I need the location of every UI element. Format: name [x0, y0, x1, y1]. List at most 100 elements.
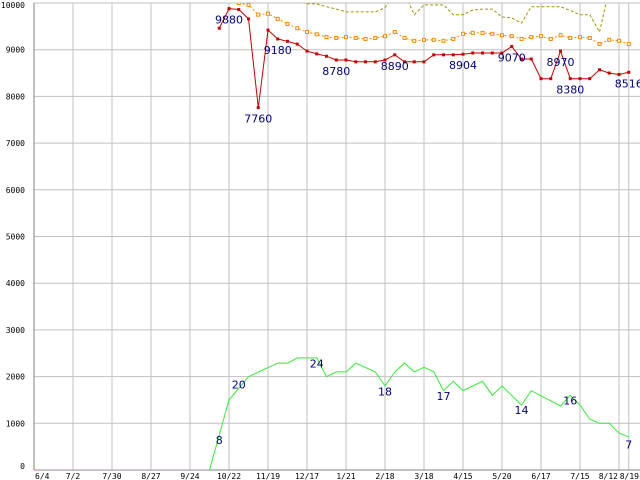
series-red-point	[276, 37, 280, 41]
y-tick-label: 5000	[6, 233, 25, 242]
series-orange-point	[412, 38, 417, 43]
x-tick-label: 6/17	[531, 472, 550, 480]
data-label-green: 14	[515, 404, 529, 417]
series-red-point	[325, 54, 328, 58]
series-red-point	[412, 60, 416, 64]
data-label-red: 8890	[381, 60, 409, 73]
series-red-point	[451, 53, 455, 57]
x-tick-label: 8/12	[599, 472, 618, 480]
series-red-point	[598, 68, 601, 72]
series-red-point	[432, 53, 436, 57]
y-tick-label: 4000	[6, 279, 25, 288]
x-tick-label: 8/19	[620, 472, 639, 480]
series-red-point	[393, 53, 397, 57]
series-orange-point	[373, 36, 378, 41]
series-orange-point	[441, 38, 446, 43]
data-label-green: 7	[625, 439, 632, 452]
x-tick-label: 11/19	[256, 472, 280, 480]
grid	[33, 2, 640, 471]
data-label-red: 9180	[264, 44, 292, 57]
data-label-green: 16	[563, 395, 577, 408]
series-orange-point	[236, 3, 241, 5]
data-label-green: 20	[232, 378, 246, 391]
series-orange-point	[626, 42, 631, 47]
series-red-point	[403, 60, 406, 64]
series-orange-point	[568, 36, 573, 41]
series-red-point	[315, 52, 319, 56]
series-orange-point	[451, 36, 456, 41]
data-label-red: 8780	[322, 65, 350, 78]
y-tick-label: 9000	[6, 46, 25, 55]
data-label-red: 9070	[498, 51, 526, 64]
y-tick-label: 6000	[6, 186, 25, 195]
data-label-red: 8516	[615, 77, 640, 90]
series-red-point	[461, 52, 465, 56]
y-tick-label: 2000	[6, 373, 25, 382]
series-orange-point	[256, 12, 261, 17]
series-orange-point	[617, 38, 621, 43]
series-red-point	[490, 51, 494, 55]
x-tick-label: 8/27	[141, 472, 160, 480]
data-labels: 9880 7760 9180 8780 8890 8904 9070 8970 8380 8516…	[215, 14, 640, 452]
x-tick-label: 7/15	[570, 472, 589, 480]
series-orange-point	[529, 35, 534, 40]
series-orange-point	[324, 35, 329, 40]
y-tick-label: 8000	[6, 92, 25, 101]
y-tick-label: 10000	[1, 1, 25, 10]
series-red-point	[588, 77, 592, 81]
series-red-point	[266, 28, 270, 32]
series-orange-point	[246, 3, 251, 7]
series-orange-point	[383, 34, 387, 39]
y-tick-label: 7000	[6, 139, 25, 148]
series-layer	[34, 3, 631, 470]
x-tick-label: 9/24	[180, 472, 199, 480]
x-axis-labels: 6/4 7/2 7/30 8/27 9/24 10/22 11/19 12/17 1/21 2/1…	[35, 472, 639, 480]
series-red-point	[383, 58, 387, 62]
series-orange-point	[353, 36, 358, 41]
series-red-point	[344, 58, 348, 62]
series-orange-point	[431, 37, 436, 42]
series-red-point	[364, 60, 367, 64]
series-red-point	[471, 51, 475, 55]
series-red-point	[549, 77, 553, 81]
y-tick-label: 0	[20, 462, 25, 471]
series-red-point	[217, 26, 221, 30]
series-red-point	[529, 57, 533, 61]
y-tick-label: 3000	[6, 326, 25, 335]
x-tick-label: 4/15	[453, 472, 472, 480]
series-orange-point	[597, 42, 602, 47]
x-tick-label: 10/22	[217, 472, 241, 480]
series-orange-point	[344, 35, 348, 40]
data-label-green: 24	[310, 357, 324, 370]
series-orange-point	[275, 16, 280, 21]
series-orange-point	[363, 36, 368, 41]
series-orange-point	[392, 29, 397, 34]
x-tick-label: 12/17	[295, 472, 319, 480]
series-orange-point	[314, 32, 319, 37]
x-tick-label: 1/21	[336, 472, 355, 480]
series-orange-point	[480, 30, 485, 35]
x-tick-label: 3/18	[414, 472, 433, 480]
series-orange-point	[558, 33, 563, 38]
x-tick-label: 6/4	[35, 472, 50, 480]
series-orange-point	[500, 33, 504, 38]
data-label-green: 17	[437, 390, 451, 403]
series-orange-point	[490, 31, 495, 36]
x-tick-label: 7/2	[66, 472, 81, 480]
series-red-point	[539, 77, 543, 81]
series-orange-point	[587, 36, 592, 41]
series-orange-point	[461, 31, 465, 36]
series-red-point	[247, 17, 250, 21]
series-orange-point	[548, 36, 553, 41]
series-red-point	[481, 51, 484, 55]
y-tick-label: 1000	[6, 419, 25, 428]
series-red-point	[500, 51, 504, 55]
series-red-point	[227, 7, 231, 11]
x-tick-label: 5/20	[492, 472, 511, 480]
series-orange-point	[519, 36, 524, 41]
data-label-green: 8	[216, 434, 223, 447]
series-red-point	[568, 77, 572, 81]
series-red-point	[520, 57, 523, 61]
series-red-point	[578, 77, 582, 81]
series-red-point	[286, 39, 289, 43]
